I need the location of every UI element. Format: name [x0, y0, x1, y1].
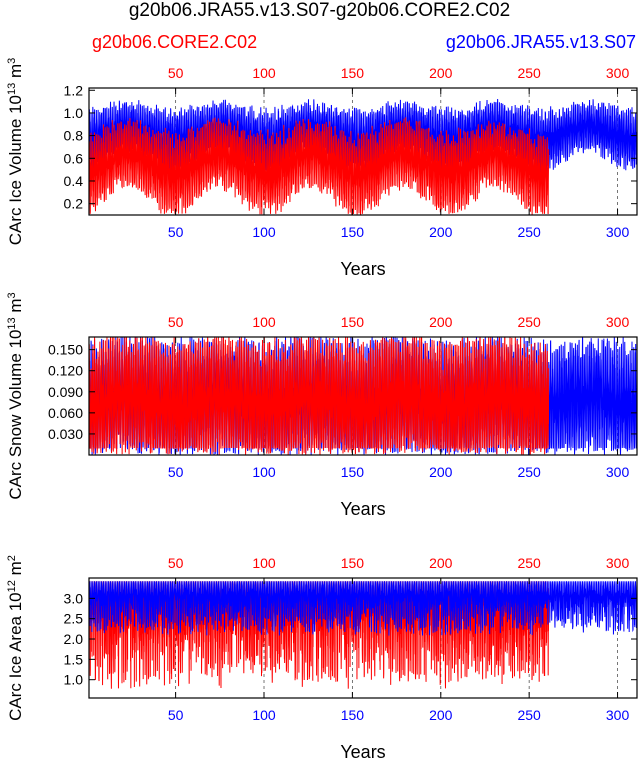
- xtick-label-top: 200: [429, 555, 453, 571]
- ytick-label: 0.060: [48, 405, 83, 421]
- xtick-label-top: 300: [606, 555, 630, 571]
- ytick-label: 1.0: [64, 672, 84, 688]
- xtick-label-top: 150: [341, 555, 365, 571]
- ytick-label: 0.150: [48, 342, 83, 358]
- ytick-label: 1.5: [64, 651, 84, 667]
- y-axis-label: CArc Ice Area 1012 m2: [6, 555, 25, 721]
- xtick-label-top: 50: [168, 555, 184, 571]
- xtick-label-top: 150: [341, 65, 365, 81]
- xtick-label-top: 100: [252, 314, 276, 330]
- ytick-label: 1.0: [64, 105, 84, 121]
- xtick-label-top: 200: [429, 65, 453, 81]
- xtick-label-bottom: 300: [606, 224, 630, 240]
- legend-core2: g20b06.CORE2.C02: [92, 32, 258, 52]
- chart-panel-3: 1.0 1.5 2.0 2.5 3.0 50 100 150 200 250 300 50 100 150…: [6, 555, 638, 762]
- xtick-label-top: 50: [168, 314, 184, 330]
- xtick-label-top: 300: [606, 314, 630, 330]
- ytick-label: 1.2: [64, 82, 84, 98]
- xtick-label-bottom: 100: [252, 224, 276, 240]
- xtick-label-top: 250: [517, 555, 541, 571]
- chart-panel-1: 0.2 0.4 0.6 0.8 1.0 1.2 50 100 150 200 250 300 50 100…: [6, 58, 638, 279]
- xtick-label-bottom: 50: [168, 464, 184, 480]
- legend-jra55: g20b06.JRA55.v13.S07: [445, 32, 636, 52]
- ytick-label: 2.0: [64, 631, 84, 647]
- xtick-label-top: 100: [252, 555, 276, 571]
- xtick-label-bottom: 150: [341, 224, 365, 240]
- xtick-label-bottom: 200: [429, 224, 453, 240]
- chart-panel-2: 0.030 0.060 0.090 0.120 0.150 50 100 150 200 250 3…: [6, 292, 638, 519]
- xtick-label-top: 250: [517, 314, 541, 330]
- ytick-label: 3.0: [64, 590, 84, 606]
- xtick-label-bottom: 250: [517, 224, 541, 240]
- xtick-label-bottom: 100: [252, 707, 276, 723]
- xtick-label-bottom: 300: [606, 464, 630, 480]
- ytick-label: 0.6: [64, 150, 84, 166]
- y-axis-label: CArc Ice Volume 1013 m3: [6, 58, 25, 246]
- plot-frame: [88, 336, 638, 456]
- xtick-label-bottom: 150: [341, 464, 365, 480]
- xtick-label-bottom: 200: [429, 464, 453, 480]
- xtick-label-top: 100: [252, 65, 276, 81]
- series-line-core2: [89, 117, 550, 215]
- ytick-label: 0.090: [48, 384, 83, 400]
- xtick-label-bottom: 50: [168, 224, 184, 240]
- y-axis-label: CArc Snow Volume 1013 m3: [6, 292, 25, 499]
- ytick-label: 0.120: [48, 363, 83, 379]
- ytick-label: 0.030: [48, 426, 83, 442]
- xtick-label-bottom: 100: [252, 464, 276, 480]
- series-line-core2: [89, 337, 550, 455]
- ytick-label: 0.2: [64, 196, 84, 212]
- xtick-label-top: 300: [606, 65, 630, 81]
- chart-title: g20b06.JRA55.v13.S07-g20b06.CORE2.C02: [128, 0, 511, 21]
- xtick-label-top: 250: [517, 65, 541, 81]
- xtick-label-bottom: 200: [429, 707, 453, 723]
- xtick-label-top: 50: [168, 65, 184, 81]
- xtick-label-top: 150: [341, 314, 365, 330]
- ytick-label: 0.8: [64, 128, 84, 144]
- ytick-label: 0.4: [64, 173, 84, 189]
- xtick-label-bottom: 300: [606, 707, 630, 723]
- xtick-label-bottom: 250: [517, 464, 541, 480]
- xtick-label-bottom: 150: [341, 707, 365, 723]
- xtick-label-bottom: 50: [168, 707, 184, 723]
- xtick-label-top: 200: [429, 314, 453, 330]
- plot-frame: [88, 87, 638, 216]
- series-line-jra55: [89, 581, 637, 636]
- x-axis-label: Years: [340, 499, 385, 519]
- ytick-label: 2.5: [64, 611, 84, 627]
- x-axis-label: Years: [340, 259, 385, 279]
- plot-frame: [88, 577, 638, 699]
- xtick-label-bottom: 250: [517, 707, 541, 723]
- x-axis-label: Years: [340, 742, 385, 762]
